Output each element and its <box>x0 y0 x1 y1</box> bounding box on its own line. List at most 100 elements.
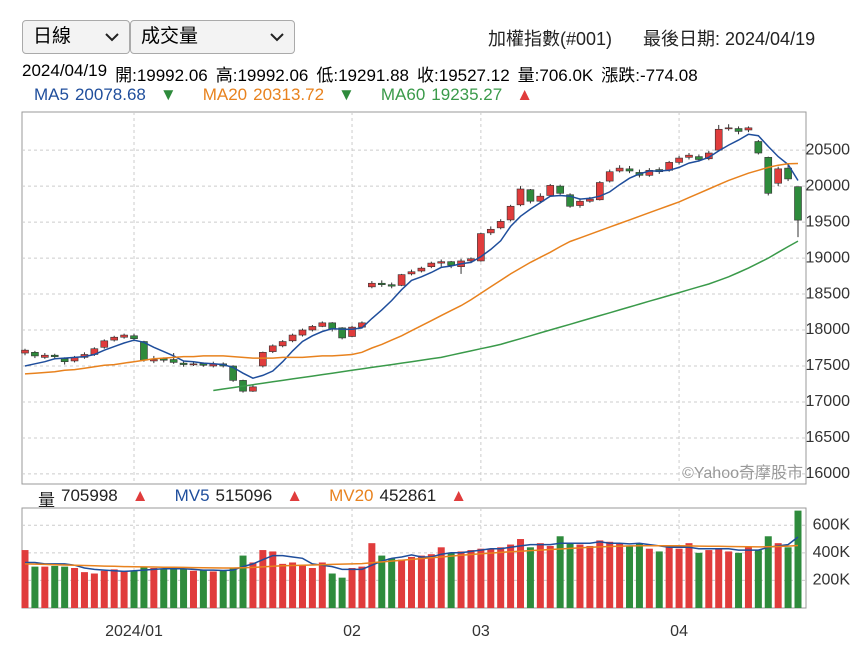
volume-bar <box>695 552 703 608</box>
candle-body <box>586 198 594 202</box>
volume-bar <box>199 570 207 608</box>
volume-bar <box>249 562 257 608</box>
legend-name: 量 <box>38 491 55 510</box>
candle-body <box>526 189 535 202</box>
volume-bar <box>21 550 29 608</box>
candle-body <box>60 358 69 362</box>
y-tick-label: 16000 <box>806 465 851 482</box>
candle-body <box>169 359 178 363</box>
volume-bar <box>308 568 316 608</box>
volume-bar <box>566 543 574 608</box>
volume-bar <box>596 540 604 608</box>
volume-bar <box>754 550 762 608</box>
volume-bar <box>358 566 366 608</box>
volume-bar <box>715 548 723 608</box>
candle-body <box>41 354 49 358</box>
chevron <box>270 33 284 42</box>
candle-body <box>754 141 763 154</box>
y-tick-label: 200K <box>813 572 851 589</box>
y-tick-label: 17000 <box>806 393 851 410</box>
volume-bar <box>725 551 733 608</box>
volume-bar <box>427 554 435 608</box>
volume-bar <box>447 552 455 608</box>
candle-body <box>764 157 773 194</box>
volume-bar <box>606 541 614 608</box>
candle-body <box>259 352 267 367</box>
candle-body <box>308 326 317 331</box>
ma-line <box>24 544 799 569</box>
chevron <box>105 33 119 42</box>
volume-bar <box>546 545 554 608</box>
volume-bar <box>140 566 148 608</box>
volume-bar <box>51 565 59 608</box>
candle-body <box>268 345 277 352</box>
volume-bar <box>160 569 168 608</box>
volume-bar <box>616 543 624 608</box>
quote-row: 2024/04/19 開:19992.06 高:19992.06 低:19291.88… <box>22 61 698 86</box>
volume-bar <box>735 552 743 608</box>
volume-bar <box>685 543 693 608</box>
y-tick-label: 400K <box>813 544 851 561</box>
candle-body <box>229 365 237 381</box>
candle-body <box>50 354 59 357</box>
volume-bar <box>378 555 386 608</box>
candle-body <box>477 233 485 262</box>
legend-name: MA60 <box>380 85 426 104</box>
volume-bar <box>338 577 346 608</box>
volume-bar <box>180 569 188 608</box>
candle-body <box>744 127 753 131</box>
candle-body <box>576 200 584 206</box>
candle-body <box>516 188 525 206</box>
candle-body <box>794 186 802 221</box>
quote-item: 高:19992.06 <box>215 66 309 85</box>
candle-body <box>318 322 327 327</box>
volume-bar <box>784 547 792 608</box>
candle-body <box>189 363 198 366</box>
volume-bar <box>536 543 544 608</box>
legend-value: 20313.72 <box>253 85 325 104</box>
volume-bar <box>655 551 663 608</box>
volume-bar <box>318 562 326 608</box>
candle-body <box>417 267 426 272</box>
candle-body <box>556 185 564 194</box>
candle-body <box>338 327 346 339</box>
quote-item: 收:19527.12 <box>417 66 510 85</box>
candle-body <box>397 274 406 286</box>
candle-body <box>724 127 733 130</box>
volume-bar <box>368 543 376 608</box>
y-tick-label: 18000 <box>806 321 851 338</box>
period-select[interactable]: 日線 <box>22 20 130 54</box>
volume-bar <box>259 550 267 608</box>
legend-arrow: ▼ <box>159 85 177 104</box>
volume-bar <box>645 548 653 608</box>
volume-bar <box>31 566 39 608</box>
candle-body <box>31 352 39 357</box>
volume-bar <box>209 571 217 608</box>
volume-bar <box>408 556 415 608</box>
volume-bar <box>437 547 445 608</box>
candle-body <box>199 363 208 366</box>
volume-bar <box>130 570 138 608</box>
candle-body <box>506 205 515 221</box>
volume-bar <box>289 562 297 608</box>
candle-body <box>130 335 138 339</box>
volume-bar <box>477 548 485 608</box>
y-tick-label: 19000 <box>806 249 851 266</box>
volume-bar <box>398 559 406 608</box>
volume-legend: 量 705998 ▲ MV5 515096 ▲ MV20 452861 ▲ <box>38 486 479 511</box>
candle-body <box>675 157 683 163</box>
candle-body <box>377 282 386 285</box>
volume-bar <box>794 510 802 608</box>
indicator-select[interactable]: 成交量 <box>130 20 295 54</box>
volume-bar <box>80 572 88 608</box>
volume-bar <box>150 568 158 608</box>
volume-bar <box>744 547 752 608</box>
volume-bar <box>635 543 643 608</box>
volume-bar <box>61 566 69 608</box>
candle-body <box>249 386 257 392</box>
volume-bar <box>328 573 336 608</box>
legend-arrow: ▲ <box>450 486 468 505</box>
legend-name: MV20 <box>329 486 374 505</box>
